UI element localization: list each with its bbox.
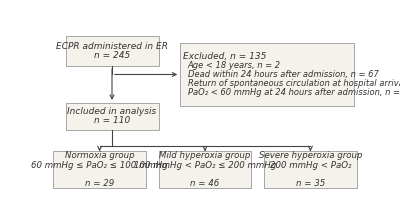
Text: Mild hyperoxia group: Mild hyperoxia group [159,151,251,160]
FancyBboxPatch shape [66,103,158,130]
Text: Age < 18 years, n = 2: Age < 18 years, n = 2 [188,61,281,70]
FancyBboxPatch shape [53,151,146,188]
FancyBboxPatch shape [158,151,252,188]
Text: n = 29: n = 29 [85,179,114,188]
Text: n = 35: n = 35 [296,179,325,188]
Text: Normoxia group: Normoxia group [65,151,134,160]
Text: Excluded, n = 135: Excluded, n = 135 [183,52,267,61]
Text: Severe hyperoxia group: Severe hyperoxia group [259,151,362,160]
Text: 100 mmHg < PaO₂ ≤ 200 mmHg: 100 mmHg < PaO₂ ≤ 200 mmHg [134,161,276,170]
Text: ECPR administered in ER: ECPR administered in ER [56,42,168,51]
FancyBboxPatch shape [264,151,357,188]
Text: 200 mmHg < PaO₂: 200 mmHg < PaO₂ [270,161,351,170]
Text: PaO₂ < 60 mmHg at 24 hours after admission, n = 2: PaO₂ < 60 mmHg at 24 hours after admissi… [188,88,400,97]
Text: n = 46: n = 46 [190,179,220,188]
Text: Dead within 24 hours after admission, n = 67: Dead within 24 hours after admission, n … [188,70,379,79]
Text: n = 110: n = 110 [94,116,130,125]
FancyBboxPatch shape [180,43,354,106]
Text: n = 245: n = 245 [94,51,130,60]
FancyBboxPatch shape [66,36,158,66]
Text: Included in analysis: Included in analysis [67,107,157,116]
Text: Return of spontaneous circulation at hospital arrival, n = 64: Return of spontaneous circulation at hos… [188,79,400,88]
Text: 60 mmHg ≤ PaO₂ ≤ 100 mmHg: 60 mmHg ≤ PaO₂ ≤ 100 mmHg [31,161,168,170]
